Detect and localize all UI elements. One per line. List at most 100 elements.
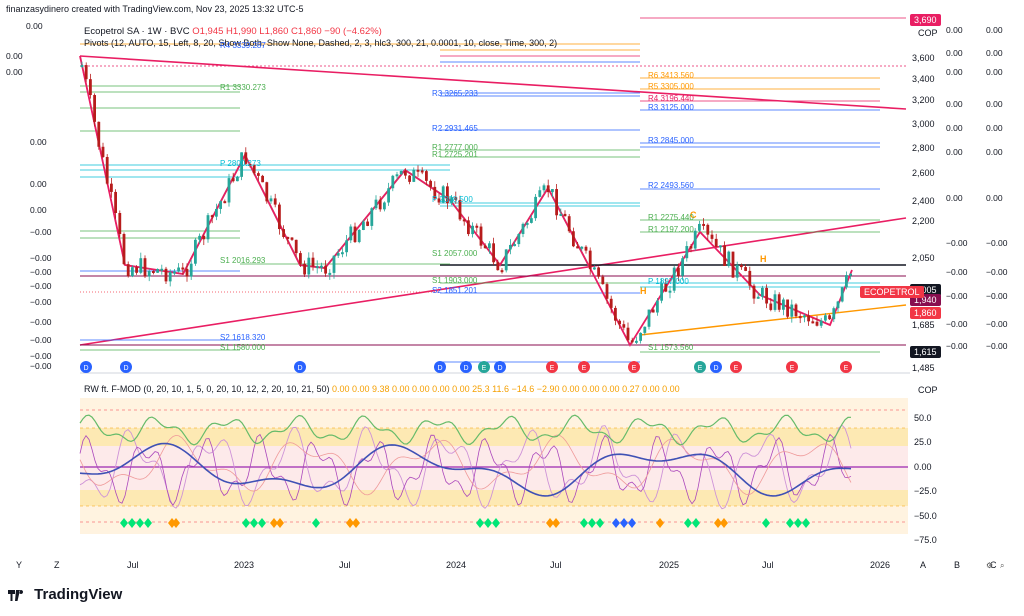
- svg-text:C: C: [690, 210, 697, 220]
- pivot-label: R1 2777.000: [432, 143, 478, 152]
- pivot-label: R2 2931.465: [432, 124, 478, 133]
- svg-text:E: E: [734, 365, 739, 372]
- svg-text:D: D: [297, 365, 302, 372]
- pivot-label: R5 3305.000: [648, 82, 694, 91]
- pivot-label: P 2800.273: [220, 159, 261, 168]
- signal-diamonds: [120, 518, 810, 528]
- time-axis-tick: Jul: [339, 560, 351, 570]
- pivot-label: R1 2725.201: [432, 150, 478, 159]
- pivot-lines: [80, 17, 906, 363]
- price-axis-tick: 3,000: [912, 119, 935, 129]
- pivot-label: R3 2845.000: [648, 136, 694, 145]
- right-axis-value: −0.00: [986, 319, 1008, 329]
- symbol-legend[interactable]: Ecopetrol SA · 1W · BVC O1,945 H1,990 L1…: [84, 26, 382, 37]
- right-axis-value: 0.00: [946, 193, 963, 203]
- osc-axis-tick: 25.0: [914, 437, 932, 447]
- osc-axis-tick: −25.0: [914, 486, 937, 496]
- time-axis-tick: 2024: [446, 560, 467, 570]
- brand-name: TradingView: [34, 586, 123, 603]
- symbol-tag: ECOPETROL: [860, 286, 924, 298]
- right-axis-value: 0.00: [986, 67, 1003, 77]
- left-axis-value: 0.00: [30, 137, 47, 147]
- right-axis-value: 0.00: [946, 99, 963, 109]
- right-axis-value: −0.00: [986, 341, 1008, 351]
- symbol-name[interactable]: Ecopetrol SA · 1W · BVC: [84, 26, 190, 37]
- osc-axis-tick: −50.0: [914, 511, 937, 521]
- price-axis-tick: 2,400: [912, 196, 935, 206]
- pivot-label: S2 1851.201: [432, 286, 478, 295]
- tradingview-logo-icon: [8, 589, 24, 601]
- time-axis-tick: B: [954, 560, 961, 570]
- osc-axis-tick: −75.0: [914, 535, 937, 545]
- time-axis-tick: C: [990, 560, 997, 570]
- svg-text:E: E: [698, 365, 703, 372]
- right-axis-value: 0.00: [986, 48, 1003, 58]
- gear-icon[interactable]: ⚙: [986, 561, 994, 570]
- pivots-legend[interactable]: Pivots (12, AUTO, 15, Left, 8, 20, Show …: [84, 38, 558, 48]
- left-axis-value: 0.00: [6, 51, 23, 61]
- price-axis-tick: 2,800: [912, 143, 935, 153]
- right-axis-value: 0.00: [986, 123, 1003, 133]
- right-axis-value: 0.00: [946, 147, 963, 157]
- right-axis-value: 0.00: [986, 99, 1003, 109]
- left-axis-value: −0.00: [30, 253, 52, 263]
- oscillator-values: 0.00 0.00 9.38 0.00 0.00 0.00 0.00 25.3 …: [331, 384, 680, 394]
- right-axis-value: −0.00: [986, 291, 1008, 301]
- left-axis-value: −0.00: [30, 335, 52, 345]
- time-axis-tick: 2026: [870, 560, 891, 570]
- price-axis-tick: 1,485: [912, 363, 935, 373]
- oscillator-legend[interactable]: RW ft. F-MOD (0, 20, 10, 1, 5, 0, 20, 10…: [84, 384, 680, 394]
- price-axis-tick: 2,200: [912, 216, 935, 226]
- right-axis-value: 0.00: [946, 25, 963, 35]
- svg-text:E: E: [844, 365, 849, 372]
- pivot-label: S1 1573.560: [648, 343, 694, 352]
- brand-footer: TradingView: [8, 586, 122, 603]
- left-axis-value: 0.00: [30, 205, 47, 215]
- svg-text:H: H: [640, 286, 647, 296]
- right-axis-value: 0.00: [946, 67, 963, 77]
- pivot-label: S1 2016.293: [220, 256, 266, 265]
- pivot-label: S1 1903.000: [432, 276, 478, 285]
- pivot-label: R6 3413.560: [648, 71, 694, 80]
- time-axis-tick: 2023: [234, 560, 255, 570]
- svg-text:H: H: [760, 254, 767, 264]
- price-tag: 3,690: [910, 13, 941, 26]
- osc-axis-tick: 0.00: [914, 462, 932, 472]
- right-axis-value: 0.00: [946, 123, 963, 133]
- pivot-label: R3 3265.233: [432, 89, 478, 98]
- svg-text:E: E: [790, 365, 795, 372]
- pivot-label: S1 2057.000: [432, 249, 478, 258]
- svg-text:E: E: [582, 365, 587, 372]
- ohlc-values: O1,945 H1,990 L1,860 C1,860 −90 (−4.62%): [192, 26, 382, 37]
- rising-support-line: [639, 304, 907, 336]
- left-axis-value: −0.00: [30, 317, 52, 327]
- pivot-label: P 1897.000: [648, 277, 689, 286]
- svg-text:E: E: [632, 365, 637, 372]
- pivot-label: R3 3125.000: [648, 103, 694, 112]
- oscillator-name[interactable]: RW ft. F-MOD (0, 20, 10, 1, 5, 0, 20, 10…: [84, 384, 330, 394]
- pivot-label: R1 3330.273: [220, 83, 266, 92]
- time-axis-tick: Jul: [762, 560, 774, 570]
- svg-text:D: D: [463, 365, 468, 372]
- left-axis-value: −0.00: [30, 297, 52, 307]
- right-axis-value: 0.00: [986, 25, 1003, 35]
- time-axis-tick: 2025: [659, 560, 680, 570]
- pivot-label: R1 2197.200: [648, 225, 694, 234]
- currency-label: COP: [918, 28, 938, 38]
- right-axis-value: 0.00: [986, 193, 1003, 203]
- zoom-icon[interactable]: ⌕: [1000, 561, 1005, 570]
- left-axis-value: −0.00: [30, 267, 52, 277]
- time-axis-tick: Jul: [127, 560, 139, 570]
- pivot-label: R4 3339.287: [220, 41, 266, 50]
- svg-text:E: E: [550, 365, 555, 372]
- right-axis-value: 0.00: [986, 147, 1003, 157]
- left-axis-value: −0.00: [30, 351, 52, 361]
- price-axis-tick: 1,685: [912, 320, 935, 330]
- right-axis-value: 0.00: [946, 48, 963, 58]
- svg-text:D: D: [497, 365, 502, 372]
- svg-text:D: D: [437, 365, 442, 372]
- right-axis-value: −0.00: [946, 341, 968, 351]
- svg-text:D: D: [83, 365, 88, 372]
- left-axis-value: 0.00: [26, 21, 43, 31]
